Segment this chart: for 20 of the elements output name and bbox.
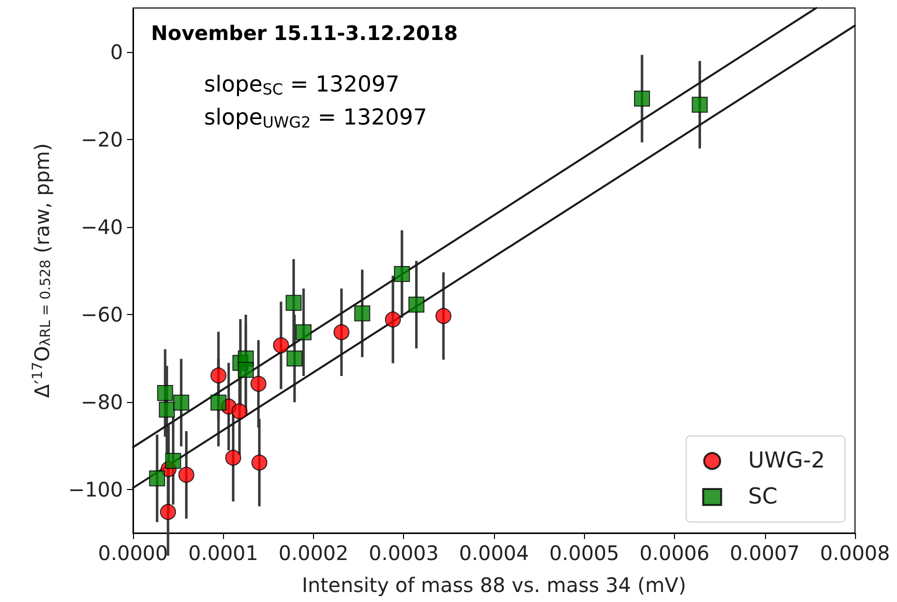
x-tick-label: 0.0004 bbox=[459, 541, 529, 565]
x-tick-label: 0.0001 bbox=[188, 541, 258, 565]
x-tick-label: 0.0003 bbox=[368, 541, 439, 565]
y-tick-label: −20 bbox=[80, 127, 123, 152]
y-tick-label: −60 bbox=[80, 302, 123, 326]
x-tick-label: 0.0002 bbox=[278, 541, 348, 565]
x-tick-label: 0.0006 bbox=[640, 541, 710, 565]
legend-label: SC bbox=[748, 484, 778, 510]
x-tick-label: 0.0008 bbox=[820, 541, 890, 565]
y-axis-title: Δ′17OλRL = 0.528 (raw, ppm) bbox=[30, 143, 54, 398]
y-tick-label: −40 bbox=[80, 214, 123, 239]
x-tick-label: 0.0000 bbox=[98, 541, 168, 565]
x-tick-label: 0.0007 bbox=[730, 541, 800, 565]
x-tick-label: 0.0005 bbox=[549, 541, 620, 565]
y-tick-label: −80 bbox=[80, 390, 123, 414]
legend-label: UWG-2 bbox=[748, 448, 826, 474]
y-tick-label: −100 bbox=[68, 477, 123, 502]
y-tick-label: 0 bbox=[110, 40, 123, 64]
text: November 15.11-3.12.2018 bbox=[151, 21, 458, 45]
x-axis-title: Intensity of mass 88 vs. mass 34 (mV) bbox=[302, 573, 686, 597]
